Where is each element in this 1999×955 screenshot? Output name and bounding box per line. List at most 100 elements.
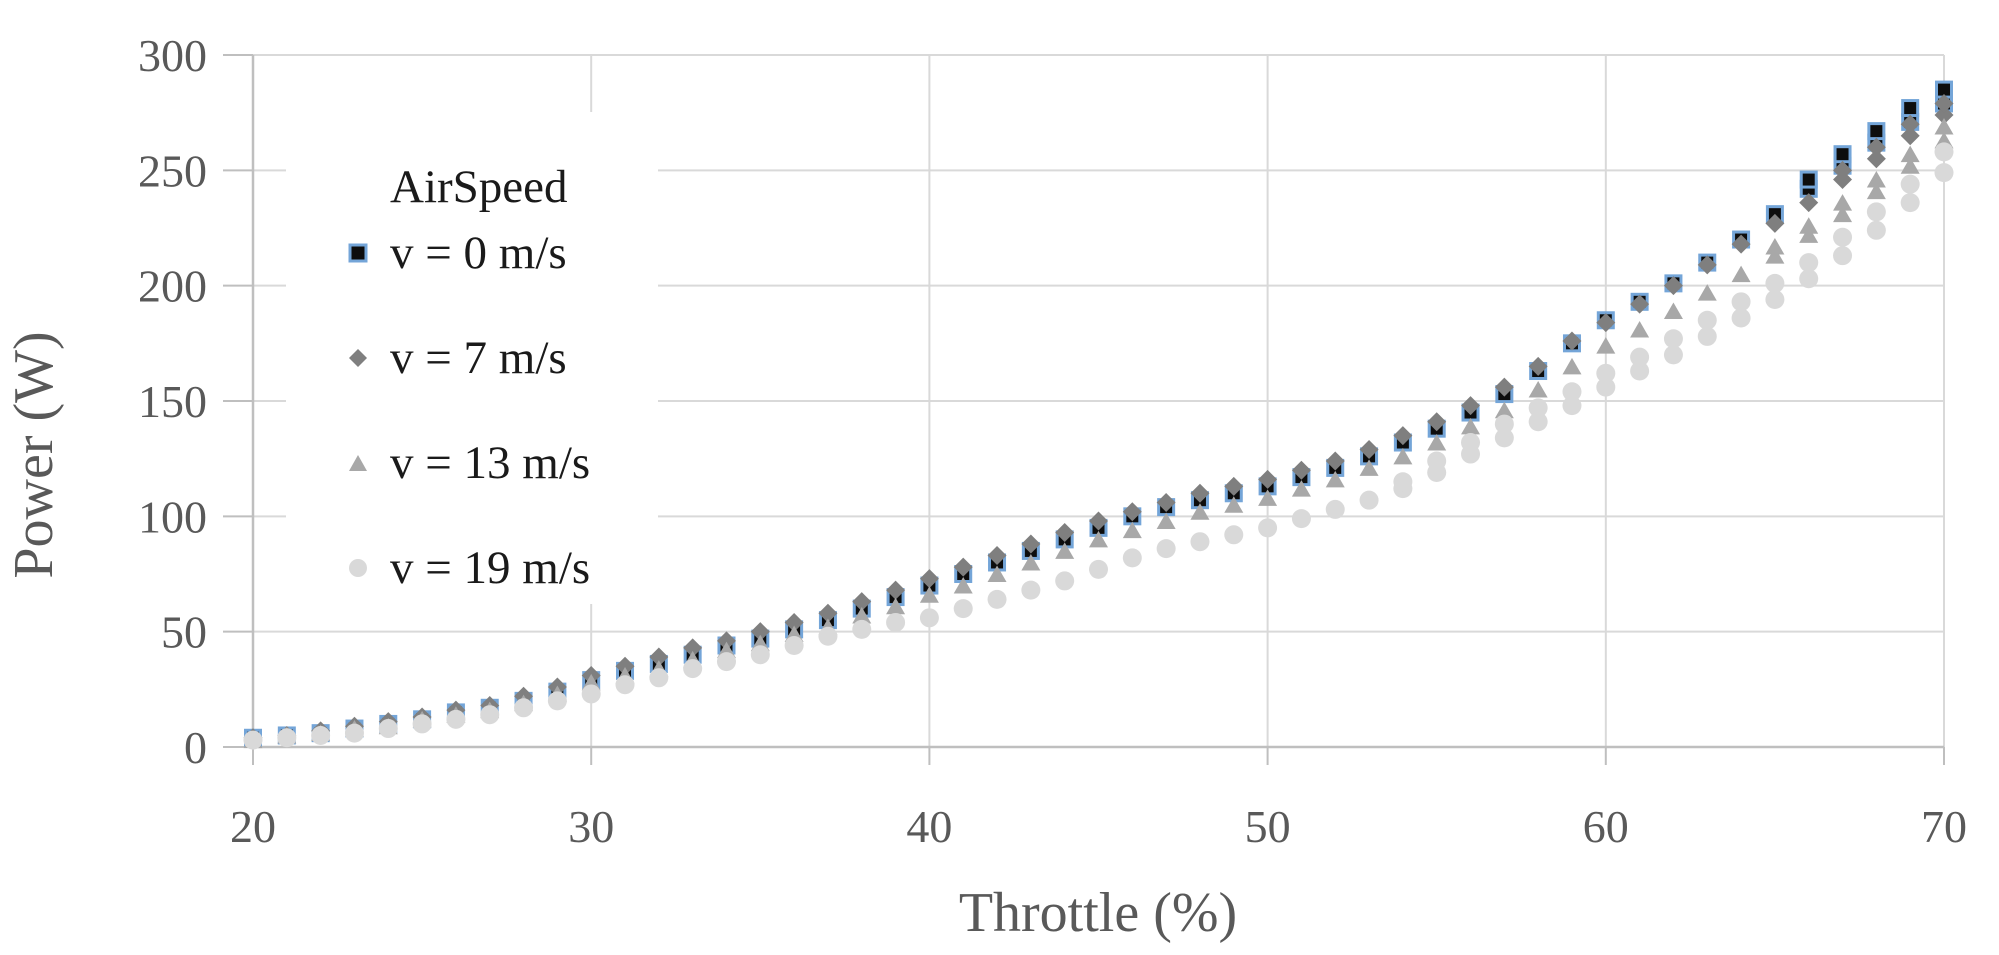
data-point — [1055, 522, 1075, 542]
data-point — [1900, 114, 1920, 134]
data-point — [1089, 511, 1108, 531]
data-point — [1156, 512, 1176, 529]
data-point — [716, 652, 736, 672]
data-point — [1867, 122, 1886, 141]
data-point — [1799, 269, 1819, 289]
data-point — [1528, 398, 1548, 418]
data-point — [1866, 220, 1886, 240]
data-point — [1427, 434, 1447, 451]
data-point — [1833, 194, 1853, 211]
data-point — [1596, 313, 1616, 333]
x-tick-label: 50 — [1245, 801, 1291, 852]
legend-item: v = 19 m/s — [349, 542, 590, 594]
tick-labels: 0 50 100 150 200 250 300 20 30 40 50 60 70 — [138, 30, 1967, 852]
data-point — [784, 612, 804, 632]
legend-item: v = 13 m/s — [349, 437, 590, 489]
data-point — [1630, 320, 1650, 338]
x-tick-label: 60 — [1583, 801, 1629, 852]
y-tick-label: 50 — [161, 607, 207, 658]
data-point — [1799, 253, 1819, 273]
y-tick-label: 0 — [184, 722, 207, 773]
data-point — [852, 592, 872, 612]
data-point — [1934, 118, 1954, 135]
data-point — [480, 705, 500, 725]
data-point — [1765, 290, 1785, 310]
data-point — [1156, 539, 1176, 559]
data-point — [886, 580, 906, 600]
data-point — [1224, 496, 1244, 513]
data-point — [1393, 426, 1413, 446]
data-point — [1291, 509, 1311, 529]
data-point — [1562, 382, 1582, 402]
y-tick-label: 200 — [138, 261, 207, 312]
x-tick-label: 40 — [906, 801, 952, 852]
data-point — [1528, 356, 1548, 376]
data-point — [1934, 93, 1954, 113]
data-point — [1393, 472, 1413, 492]
data-point — [649, 668, 669, 688]
data-point — [1833, 160, 1853, 180]
data-point — [344, 723, 364, 743]
data-point — [818, 603, 838, 623]
axes — [223, 54, 1945, 765]
data-point — [1089, 530, 1108, 548]
data-point — [1663, 302, 1683, 320]
data-point — [1291, 460, 1311, 480]
data-point — [987, 589, 1007, 609]
data-point — [683, 659, 703, 679]
data-point — [886, 597, 906, 615]
legend-item-label: v = 0 m/s — [390, 227, 567, 279]
data-point — [1021, 580, 1041, 600]
data-point — [1258, 489, 1278, 506]
data-point — [1900, 193, 1920, 213]
data-point — [1697, 310, 1717, 330]
data-point — [1359, 459, 1379, 476]
data-point — [1799, 226, 1819, 243]
data-point — [277, 728, 297, 748]
data-point — [1934, 163, 1954, 183]
data-point — [1663, 276, 1683, 296]
data-point — [1258, 518, 1278, 538]
data-point — [1021, 553, 1041, 571]
data-point — [1900, 157, 1920, 174]
legend-item: v = 7 m/s — [349, 332, 567, 384]
y-tick-label: 300 — [138, 30, 207, 81]
data-point — [1258, 469, 1278, 489]
data-point — [919, 569, 939, 589]
data-point — [1325, 470, 1345, 488]
data-point — [1190, 532, 1210, 552]
data-point — [1494, 377, 1514, 397]
data-point — [1156, 492, 1176, 512]
data-point — [1697, 255, 1717, 275]
data-point — [716, 631, 736, 651]
data-point — [615, 675, 635, 695]
data-point — [987, 546, 1007, 566]
data-point — [1122, 521, 1142, 539]
data-point — [818, 626, 838, 646]
data-point — [1224, 525, 1244, 545]
data-point — [1866, 137, 1886, 157]
data-point — [1190, 503, 1210, 520]
data-point — [1021, 534, 1041, 554]
series-v-19-m-s — [243, 142, 1954, 750]
data-point — [1562, 357, 1582, 375]
data-point — [1494, 414, 1514, 434]
data-point — [1089, 559, 1108, 579]
data-point — [1900, 145, 1920, 163]
data-point — [1596, 377, 1616, 397]
data-point — [1866, 182, 1886, 200]
data-point — [1799, 193, 1819, 213]
data-point — [1528, 412, 1548, 432]
y-tick-label: 100 — [138, 491, 207, 542]
data-point — [987, 565, 1007, 582]
data-point — [1731, 308, 1751, 328]
data-point — [412, 714, 432, 734]
data-point — [1325, 451, 1345, 471]
data-point — [446, 709, 466, 729]
data-point — [1697, 284, 1717, 301]
data-point — [1934, 105, 1954, 125]
legend-background — [286, 112, 658, 604]
y-tick-label: 150 — [138, 376, 207, 427]
